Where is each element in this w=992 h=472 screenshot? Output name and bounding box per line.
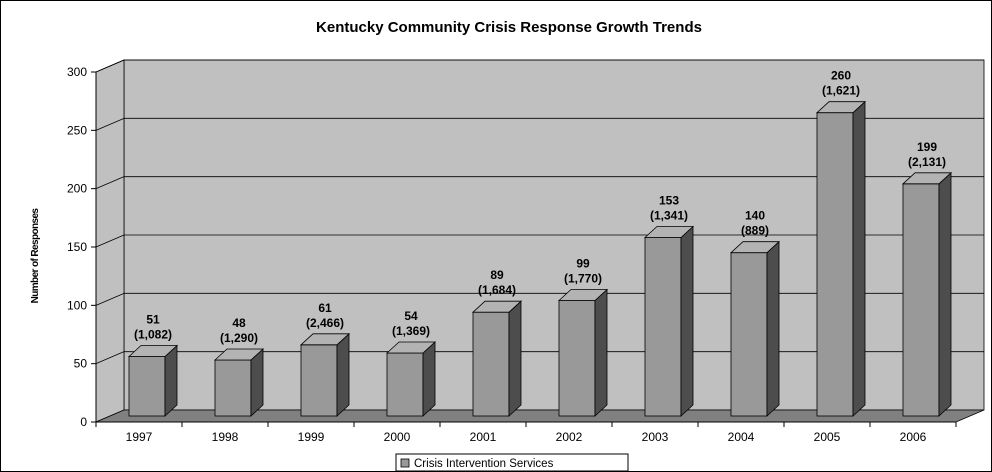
data-label-value: 140 bbox=[745, 209, 765, 223]
y-tick-label: 0 bbox=[80, 415, 87, 429]
y-tick-label: 250 bbox=[67, 123, 87, 137]
y-tick-label: 300 bbox=[67, 65, 87, 79]
y-axis-label: Number of Responses bbox=[30, 208, 41, 304]
bar-top bbox=[815, 101, 867, 114]
data-label-secondary: (1,684) bbox=[478, 283, 516, 297]
bar-side bbox=[250, 348, 264, 417]
bar-side bbox=[336, 332, 350, 417]
data-label-secondary: (1,770) bbox=[564, 272, 602, 286]
bar-top bbox=[901, 172, 953, 185]
data-label-value: 260 bbox=[831, 69, 851, 83]
bar-top bbox=[127, 345, 179, 357]
x-tick-label: 2006 bbox=[900, 430, 927, 444]
bar-front bbox=[730, 252, 768, 417]
bar-side bbox=[680, 225, 694, 417]
data-label-secondary: (2,131) bbox=[908, 155, 946, 169]
data-label-secondary: (1,082) bbox=[134, 328, 172, 342]
bar-front bbox=[128, 356, 166, 417]
bar-side bbox=[938, 171, 952, 417]
gridline-side bbox=[95, 59, 125, 73]
bar-front bbox=[902, 183, 940, 417]
data-label-value: 48 bbox=[232, 316, 246, 330]
bar-side bbox=[508, 300, 522, 417]
data-label-secondary: (889) bbox=[741, 224, 769, 238]
bar-side bbox=[422, 341, 436, 417]
data-label-secondary: (2,466) bbox=[306, 316, 344, 330]
plot-area: 0 50 100 150 200 250 300 1997 1998 1999 2000 2001 20… bbox=[67, 59, 985, 471]
bar-side bbox=[164, 344, 178, 417]
chart-title: Kentucky Community Crisis Response Growt… bbox=[316, 19, 702, 36]
data-label-secondary: (1,341) bbox=[650, 209, 688, 223]
data-label-value: 199 bbox=[917, 140, 937, 154]
x-tick-label: 2005 bbox=[814, 430, 841, 444]
bar-front bbox=[558, 300, 596, 417]
bar-top bbox=[385, 341, 437, 354]
data-label-secondary: (1,290) bbox=[220, 331, 258, 345]
bar-top bbox=[213, 348, 265, 361]
legend-label: Crisis Intervention Services bbox=[414, 458, 554, 470]
data-label-value: 99 bbox=[576, 257, 590, 271]
x-tick-label: 1998 bbox=[212, 430, 239, 444]
data-label-value: 51 bbox=[146, 313, 160, 327]
bar-front bbox=[300, 344, 338, 417]
legend-swatch bbox=[400, 458, 410, 468]
x-tick-label: 2003 bbox=[642, 430, 669, 444]
data-label-value: 61 bbox=[318, 301, 332, 315]
bar-front bbox=[472, 311, 510, 417]
bar-top bbox=[643, 226, 695, 238]
gridline-side bbox=[95, 176, 125, 190]
data-label-value: 54 bbox=[404, 309, 418, 323]
legend-box bbox=[395, 453, 629, 471]
bar-top bbox=[299, 333, 351, 346]
gridline-side bbox=[95, 117, 125, 131]
bar-side bbox=[852, 100, 866, 417]
gridline-side bbox=[95, 292, 125, 306]
data-label-secondary: (1,621) bbox=[822, 84, 860, 98]
x-tick-label: 1997 bbox=[126, 430, 153, 444]
y-tick-label: 150 bbox=[67, 240, 87, 254]
x-tick-label: 2004 bbox=[728, 430, 755, 444]
gridline-side bbox=[95, 351, 125, 365]
x-tick-label: 1999 bbox=[298, 430, 325, 444]
x-tick-label: 2001 bbox=[470, 430, 497, 444]
bar-top bbox=[471, 300, 523, 313]
x-tick-label: 2002 bbox=[556, 430, 583, 444]
bar-top bbox=[557, 289, 609, 301]
bar-front bbox=[386, 352, 424, 417]
y-tick-label: 50 bbox=[74, 357, 88, 371]
bar-side bbox=[594, 288, 608, 417]
bar-front bbox=[214, 359, 252, 417]
bar-top bbox=[729, 241, 781, 254]
y-tick-label: 100 bbox=[67, 298, 87, 312]
data-label-value: 89 bbox=[490, 268, 504, 282]
data-label-value: 153 bbox=[659, 194, 679, 208]
y-tick-label: 200 bbox=[67, 182, 87, 196]
bar-side bbox=[766, 240, 780, 417]
data-label-secondary: (1,369) bbox=[392, 324, 430, 338]
bar-front bbox=[816, 112, 854, 417]
bar-front bbox=[644, 237, 682, 417]
gridline-side bbox=[95, 234, 125, 248]
x-tick-label: 2000 bbox=[384, 430, 411, 444]
